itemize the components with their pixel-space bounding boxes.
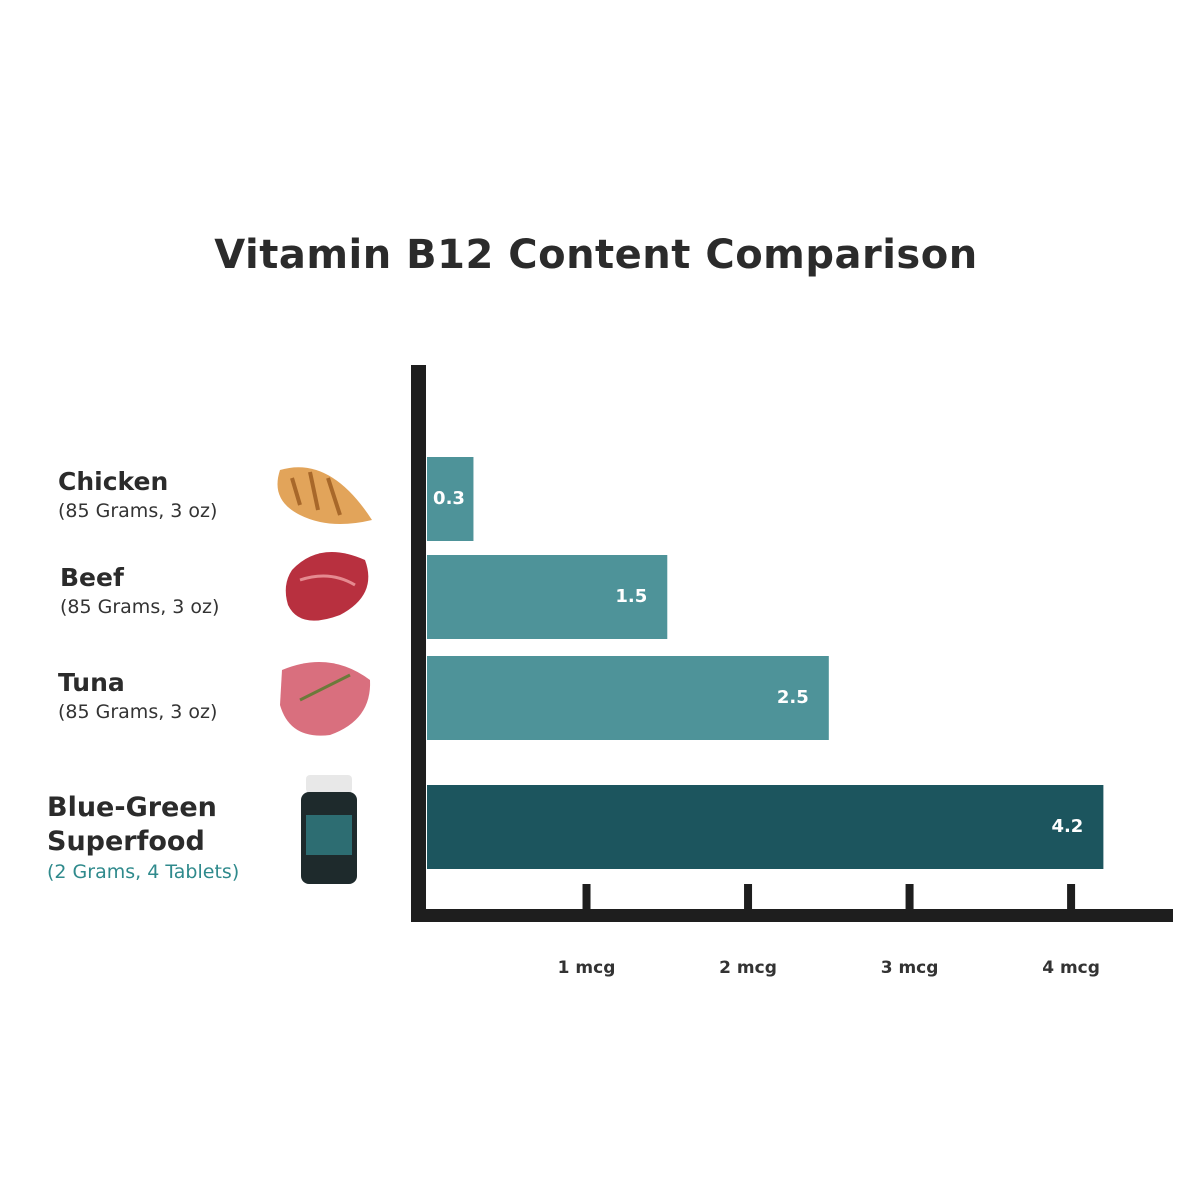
category-label: Tuna (85 Grams, 3 oz) (58, 667, 217, 725)
x-tick-label: 1 mcg (558, 958, 616, 978)
category-sublabel: (85 Grams, 3 oz) (58, 500, 218, 522)
category-sublabel: (85 Grams, 3 oz) (60, 596, 220, 618)
beef-icon (285, 552, 369, 621)
category-name: Blue-Green Superfood (47, 792, 217, 857)
bar-label: 4.2 (1051, 816, 1083, 837)
bar-label: 0.3 (433, 488, 465, 509)
category-label: Beef (85 Grams, 3 oz) (60, 562, 219, 620)
category-sublabel: (85 Grams, 3 oz) (58, 701, 218, 723)
x-tick-label: 2 mcg (719, 958, 777, 978)
y-axis (411, 365, 426, 922)
bar-label: 2.5 (777, 687, 809, 708)
category-name: Beef (60, 563, 124, 592)
bar (427, 656, 829, 740)
tick-mark (744, 884, 753, 912)
bar (427, 457, 474, 541)
bottle-icon (301, 775, 357, 884)
tick-mark (582, 884, 591, 912)
chart-title: Vitamin B12 Content Comparison (214, 232, 978, 278)
bar (427, 785, 1104, 869)
x-axis (411, 909, 1173, 922)
tuna-icon (280, 662, 371, 736)
category-name: Tuna (58, 668, 125, 697)
x-tick-label: 3 mcg (881, 958, 939, 978)
category-label: Blue-Green Superfood (2 Grams, 4 Tablets) (47, 791, 239, 885)
category-sublabel: (2 Grams, 4 Tablets) (47, 861, 240, 883)
tick-mark (905, 884, 914, 912)
bar (427, 555, 668, 639)
tick-mark (1067, 884, 1076, 912)
chicken-icon (277, 467, 372, 524)
category-label: Chicken (85 Grams, 3 oz) (58, 466, 217, 524)
x-tick-label: 4 mcg (1042, 958, 1100, 978)
category-name: Chicken (58, 467, 169, 496)
bar-label: 1.5 (615, 586, 647, 607)
